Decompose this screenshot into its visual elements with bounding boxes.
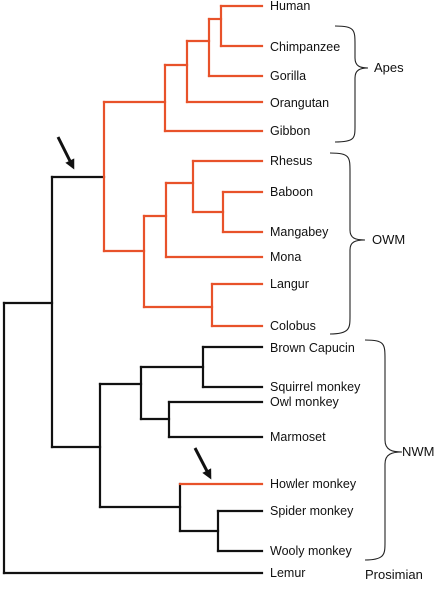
markers: [56, 136, 212, 480]
taxon-label-gorilla: Gorilla: [270, 69, 306, 83]
arrow-icon: [193, 447, 212, 480]
group-label-nwm: NWM: [402, 444, 435, 459]
group-braces: [329, 25, 403, 561]
taxon-label-baboon: Baboon: [270, 185, 313, 199]
group-labels: Apes OWM NWM Prosimian: [365, 60, 435, 582]
taxon-label-mona: Mona: [270, 250, 301, 264]
taxon-label-chimpanzee: Chimpanzee: [270, 40, 340, 54]
taxon-label-wooly-monkey: Wooly monkey: [270, 544, 352, 558]
tree-edges-black: [2, 175, 264, 575]
taxon-label-human: Human: [270, 0, 310, 13]
brace-nwm: [364, 339, 403, 561]
group-label-apes: Apes: [374, 60, 404, 75]
taxon-label-lemur: Lemur: [270, 566, 305, 580]
group-label-prosimian: Prosimian: [365, 567, 423, 582]
taxon-label-howler-monkey: Howler monkey: [270, 477, 357, 491]
taxon-label-gibbon: Gibbon: [270, 124, 310, 138]
taxon-label-colobus: Colobus: [270, 319, 316, 333]
taxon-label-langur: Langur: [270, 277, 309, 291]
group-label-owm: OWM: [372, 232, 405, 247]
taxon-labels: Human Chimpanzee Gorilla Orangutan Gibbo…: [270, 0, 361, 580]
taxon-label-spider-monkey: Spider monkey: [270, 504, 354, 518]
tree-edges-highlight: [102, 4, 264, 486]
taxon-label-mangabey: Mangabey: [270, 225, 329, 239]
taxon-label-owl-monkey: Owl monkey: [270, 395, 340, 409]
taxon-label-rhesus: Rhesus: [270, 154, 312, 168]
brace-apes: [334, 25, 369, 143]
taxon-label-orangutan: Orangutan: [270, 96, 329, 110]
arrow-icon: [56, 136, 75, 170]
taxon-label-marmoset: Marmoset: [270, 430, 326, 444]
taxon-label-brown-capucin: Brown Capucin: [270, 341, 355, 355]
brace-owm: [329, 152, 366, 335]
taxon-label-squirrel-monkey: Squirrel monkey: [270, 380, 361, 394]
